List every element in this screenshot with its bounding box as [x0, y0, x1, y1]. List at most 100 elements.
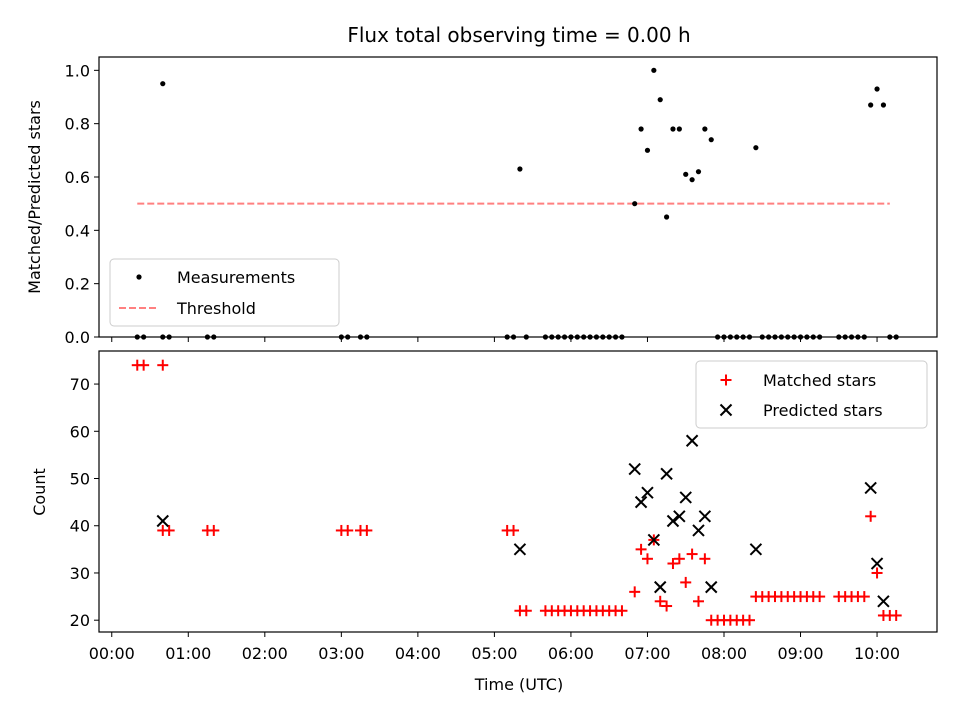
top-y-tick-label: 0.8: [65, 115, 90, 134]
matched-star-point: [673, 553, 685, 565]
matched-star-point: [635, 543, 647, 555]
bottom-x-tick-label: 01:00: [165, 644, 211, 663]
bottom-x-tick-label: 03:00: [318, 644, 364, 663]
top-y-axis-label: Matched/Predicted stars: [25, 100, 44, 294]
predicted-star-point: [679, 491, 692, 504]
matched-star-point: [680, 576, 692, 588]
measurement-point: [676, 126, 682, 132]
matched-star-point: [661, 600, 673, 612]
top-y-tick-label: 0.6: [65, 168, 90, 187]
matched-star-point: [871, 567, 883, 579]
bottom-x-tick-label: 05:00: [471, 644, 517, 663]
matched-star-point: [138, 359, 150, 371]
measurement-point: [874, 86, 880, 92]
top-y-tick-label: 0.2: [65, 275, 90, 294]
matched-star-point: [629, 586, 641, 598]
measurement-point: [683, 171, 689, 177]
matched-star-point: [667, 558, 679, 570]
measurement-point: [868, 102, 874, 108]
bottom-y-tick-label: 50: [70, 470, 90, 489]
measurement-point: [702, 126, 708, 132]
predicted-star-point: [673, 510, 686, 523]
predicted-star-point: [877, 595, 890, 608]
top-y-tick-label: 0.4: [65, 221, 90, 240]
bottom-x-tick-label: 07:00: [624, 644, 670, 663]
measurement-point: [517, 166, 523, 172]
bottom-x-tick-label: 02:00: [242, 644, 288, 663]
predicted-star-point: [685, 434, 699, 447]
matched-star-point: [208, 524, 220, 536]
matched-star-point: [508, 524, 520, 536]
predicted-star-point: [705, 580, 718, 594]
bottom-x-axis-label: Time (UTC): [474, 675, 563, 694]
matched-star-point: [686, 548, 698, 560]
measurement-point: [880, 102, 887, 108]
matched-star-point: [814, 591, 826, 603]
predicted-star-point: [647, 533, 661, 547]
predicted-star-point: [692, 524, 705, 537]
predicted-star-point: [864, 481, 877, 495]
measurement-point: [695, 169, 702, 175]
bottom-x-tick-label: 09:00: [777, 644, 823, 663]
bottom-legend: Matched stars Predicted stars: [695, 360, 928, 429]
predicted-star-point: [156, 514, 169, 528]
matched-star-point: [157, 359, 169, 371]
bottom-y-tick-label: 30: [70, 564, 90, 583]
matched-star-point: [744, 614, 756, 626]
measurement-point: [670, 126, 676, 132]
matched-star-point: [361, 524, 373, 536]
predicted-star-point: [870, 557, 884, 570]
predicted-star-point: [719, 403, 733, 417]
top-y-tick-label: 0.0: [65, 328, 90, 347]
predicted-star-point: [641, 486, 654, 499]
measurement-point: [708, 137, 714, 143]
legend-matched-label: Matched stars: [763, 371, 876, 390]
matched-star-point: [163, 524, 175, 536]
legend-predicted-label: Predicted stars: [763, 401, 883, 420]
matched-star-point: [520, 605, 532, 617]
top-legend-box: [109, 258, 340, 327]
predicted-star-point: [513, 543, 527, 556]
matched-star-point: [699, 553, 711, 565]
matched-star-point: [654, 595, 666, 607]
bottom-plot-area: 20 30 40 50 60 70 00:00 01:00 02:00 03:00 04:00 05:…: [70, 350, 938, 663]
bottom-y-tick-label: 40: [70, 517, 90, 536]
bottom-axes-frame: [98, 350, 938, 633]
predicted-star-point: [749, 543, 763, 556]
measurement-point: [663, 214, 670, 220]
bottom-y-tick-label: 20: [70, 611, 90, 630]
measurement-point: [753, 145, 759, 151]
matched-star-point: [616, 605, 628, 617]
measurement-point: [632, 201, 638, 207]
predicted-star-point: [654, 580, 667, 594]
measurement-point: [644, 147, 651, 153]
legend-threshold-label: Threshold: [176, 299, 256, 318]
measurement-point: [651, 67, 657, 73]
bottom-y-tick-label: 70: [70, 375, 90, 394]
bottom-x-tick-label: 06:00: [548, 644, 594, 663]
bottom-x-tick-label: 08:00: [701, 644, 747, 663]
predicted-star-point: [634, 495, 648, 509]
bottom-y-tick-label: 60: [70, 422, 90, 441]
bottom-x-tick-label: 00:00: [89, 644, 135, 663]
matched-star-point: [890, 609, 902, 621]
matched-star-point: [865, 510, 877, 522]
measurement-point: [689, 177, 695, 183]
measurement-point: [160, 81, 166, 87]
matched-star-point: [720, 374, 732, 386]
measurement-point: [638, 126, 644, 132]
top-legend: Measurements Threshold: [109, 258, 340, 327]
predicted-star-point: [666, 514, 680, 528]
bottom-legend-box: [695, 360, 928, 429]
predicted-star-point: [628, 462, 641, 476]
top-axes-frame: [98, 56, 938, 338]
bottom-x-tick-label: 04:00: [395, 644, 441, 663]
matched-star-point: [692, 595, 704, 607]
bottom-y-axis-label: Count: [30, 468, 49, 516]
matched-star-point: [858, 591, 870, 603]
top-chart-title: Flux total observing time = 0.00 h: [347, 23, 690, 47]
legend-measurement-marker: [136, 274, 142, 280]
matched-star-point: [342, 524, 354, 536]
predicted-star-point: [698, 510, 712, 523]
